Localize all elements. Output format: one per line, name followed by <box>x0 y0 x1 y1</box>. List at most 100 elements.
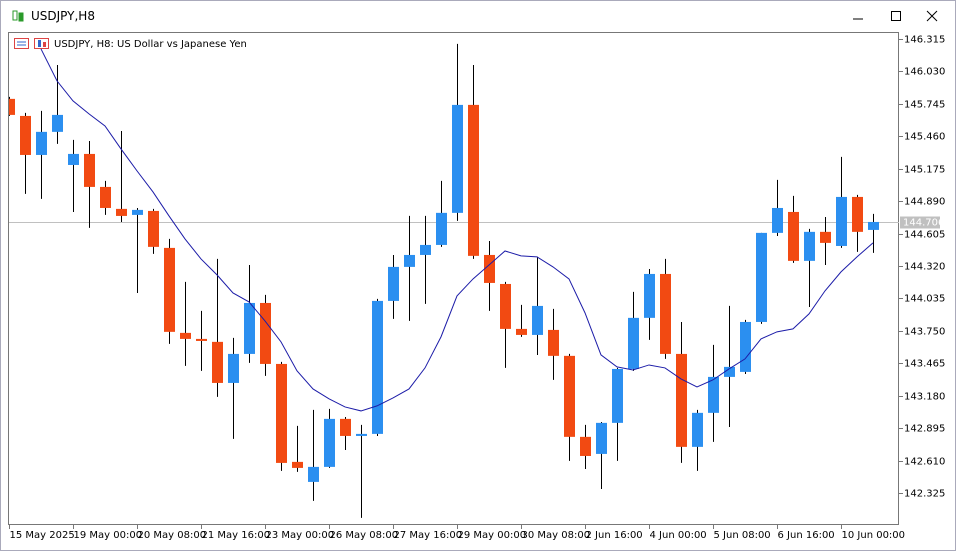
close-button[interactable] <box>917 5 947 27</box>
candle-body <box>676 353 687 447</box>
candle-body <box>436 212 447 245</box>
candle-body <box>644 273 655 318</box>
y-tick-label: 143.465 <box>904 359 945 370</box>
candle-body <box>132 209 143 215</box>
candle-body <box>308 466 319 482</box>
candle-body <box>580 436 591 456</box>
candle-body <box>372 300 383 434</box>
candle-body <box>612 368 623 423</box>
candle-body <box>52 114 63 132</box>
y-tick-label: 143.180 <box>904 392 945 403</box>
candle-body <box>788 211 799 261</box>
candle-body <box>260 302 271 364</box>
candle-body <box>404 254 415 267</box>
y-tick-label: 146.315 <box>904 35 945 46</box>
candle-body <box>596 422 607 454</box>
x-tick-label: 21 May 16:00 <box>202 530 271 541</box>
candle-body <box>564 355 575 437</box>
y-tick-label: 142.610 <box>904 457 945 468</box>
x-tick-label: 15 May 2025 <box>10 530 75 541</box>
x-tick-label: 4 Jun 00:00 <box>650 530 707 541</box>
candle-body <box>68 153 79 165</box>
candle-body <box>804 231 815 261</box>
x-tick-label: 10 Jun 00:00 <box>842 530 906 541</box>
candle-body <box>244 302 255 354</box>
y-tick-label: 145.175 <box>904 165 945 176</box>
maximize-button[interactable] <box>881 5 911 27</box>
x-tick-label: 2 Jun 16:00 <box>586 530 643 541</box>
candle-body <box>276 363 287 463</box>
candle-body <box>356 433 367 436</box>
candle-body <box>628 317 639 369</box>
chart-icons <box>14 38 49 49</box>
candle-body <box>180 332 191 339</box>
y-tick-label: 144.035 <box>904 294 945 305</box>
candle-body <box>708 376 719 413</box>
candle-body <box>820 231 831 243</box>
y-tick-label: 144.890 <box>904 197 945 208</box>
candle-body <box>36 131 47 155</box>
candle-body <box>500 283 511 329</box>
candle-body <box>388 266 399 301</box>
icon-candle <box>18 12 24 22</box>
plot <box>9 43 899 518</box>
icon <box>14 38 29 49</box>
candle-body <box>772 207 783 233</box>
candle-body <box>516 328 527 335</box>
candle-body <box>116 208 127 216</box>
icon <box>34 38 49 49</box>
y-tick-label: 143.750 <box>904 327 945 338</box>
candle-body <box>84 153 95 187</box>
current-price-box <box>900 216 940 229</box>
y-tick-label: 146.030 <box>904 67 945 78</box>
y-tick-label: 142.325 <box>904 489 945 500</box>
y-tick-label: 142.895 <box>904 424 945 435</box>
candle-body <box>836 196 847 246</box>
candle-body <box>324 418 335 467</box>
x-tick-label: 27 May 16:00 <box>394 530 463 541</box>
candle-body <box>212 341 223 383</box>
candle-body <box>292 461 303 468</box>
candle-body <box>20 115 31 155</box>
icon-bar <box>38 40 41 47</box>
x-tick-label: 30 May 08:00 <box>522 530 591 541</box>
candle-body <box>9 98 15 115</box>
candle-body <box>484 254 495 283</box>
candle-body <box>740 321 751 372</box>
moving-average <box>40 48 874 412</box>
icon-bar <box>43 42 46 47</box>
x-tick-label: 6 Jun 16:00 <box>778 530 835 541</box>
y-tick-label: 144.605 <box>904 230 945 241</box>
y-tick-label: 144.320 <box>904 262 945 273</box>
candle-body <box>756 232 767 322</box>
window-icon <box>12 10 24 22</box>
candle-body <box>852 196 863 232</box>
minimize-button[interactable] <box>843 5 873 27</box>
candle-body <box>660 273 671 354</box>
candle-body <box>164 247 175 332</box>
candle-body <box>228 353 239 383</box>
title-bar: USDJPY,H8 <box>1 1 955 31</box>
x-tick-label: 29 May 00:00 <box>458 530 527 541</box>
current-price-label: 144.706 <box>903 218 944 229</box>
x-tick-label: 26 May 08:00 <box>330 530 399 541</box>
chart-title: USDJPY, H8: US Dollar vs Japanese Yen <box>54 39 247 50</box>
candle-body <box>100 186 111 208</box>
candle-body <box>548 329 559 356</box>
y-tick-label: 145.460 <box>904 132 945 143</box>
x-tick-label: 23 May 00:00 <box>266 530 335 541</box>
x-tick-label: 20 May 08:00 <box>138 530 207 541</box>
candle-body <box>868 221 879 230</box>
candle-body <box>724 366 735 377</box>
icon-candle <box>12 10 18 21</box>
candle-body <box>468 104 479 256</box>
x-tick-label: 19 May 00:00 <box>74 530 143 541</box>
candle-body <box>148 210 159 247</box>
candle-body <box>420 244 431 255</box>
window-title: USDJPY,H8 <box>31 9 95 23</box>
candle-body <box>452 104 463 213</box>
x-tick-label: 5 Jun 08:00 <box>714 530 771 541</box>
candle-body <box>340 418 351 436</box>
